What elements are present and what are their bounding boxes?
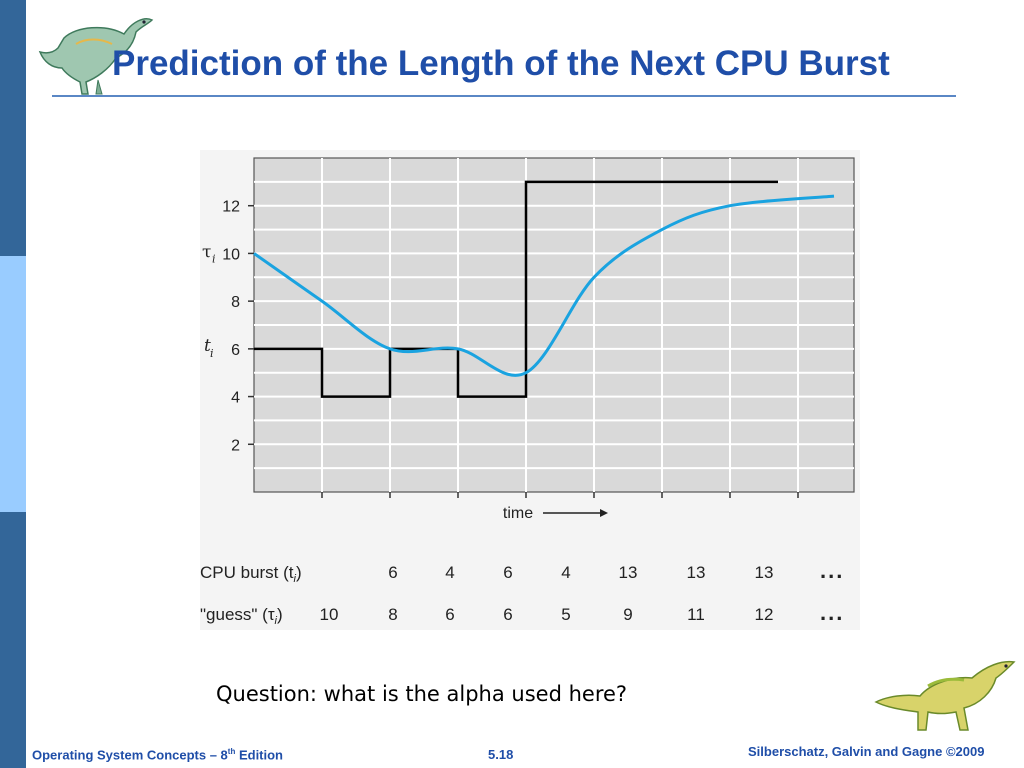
table-cell-burst: 13 [755,563,774,582]
table-cell-guess: 12 [755,605,774,624]
sidebar-segment-middle [0,256,26,512]
slide-title: Prediction of the Length of the Next CPU… [112,44,890,83]
y-tick-label: 8 [231,294,240,311]
table-cell-guess: 8 [388,605,397,624]
series-guess-curve [253,194,835,377]
sidebar-bar [0,0,26,768]
slide-footer: Operating System Concepts – 8th Edition … [0,744,1024,768]
y-tick-label: 2 [231,437,240,454]
y-axis-label-burst-sub: i [210,347,214,360]
y-tick-label: 12 [222,199,240,216]
dinosaur-logo-bottom [874,660,1016,731]
table-cell-burst: 6 [388,563,397,582]
y-axis-label-guess: τ [202,242,211,262]
footer-page-number: 5.18 [488,747,514,762]
y-axis-label-guess-sub: i [212,252,216,265]
table-ellipsis: ... [820,600,844,625]
table-cell-burst: 4 [561,563,570,582]
footer-copyright: Silberschatz, Galvin and Gagne ©2009 [748,744,985,759]
x-axis-arrow-head [600,509,608,517]
table-cell-guess: 6 [503,605,512,624]
x-axis-label: time [503,505,533,522]
table-row-label-guess: "guess" (τi) [200,605,283,627]
table-cell-guess: 5 [561,605,570,624]
sidebar-segment-top [0,0,26,256]
question-text: Question: what is the alpha used here? [216,682,628,706]
table-cell-guess: 6 [445,605,454,624]
table-cell-burst: 6 [503,563,512,582]
sidebar-segment-bottom [0,512,26,768]
series-cpu-burst-line [254,180,778,398]
dinosaur-logo-top [38,18,154,95]
table-cell-burst: 13 [619,563,638,582]
footer-book-title: Operating System Concepts – 8th Edition [32,747,284,763]
table-cell-burst: 13 [687,563,706,582]
table-cell-guess: 9 [623,605,632,624]
table-cell-guess: 11 [687,605,705,624]
title-underline [52,95,956,97]
table-cell-guess: 10 [320,605,339,624]
table-ellipsis: ... [820,558,844,583]
table-cell-burst: 4 [445,563,454,582]
y-tick-label: 6 [231,342,240,359]
table-row-label-burst: CPU burst (ti) [200,563,302,585]
y-tick-label: 4 [231,390,240,407]
y-tick-label: 10 [222,246,240,263]
y-axis-label-burst: t [204,336,211,356]
burst-prediction-chart: 2 4 6 8 10 12 τ i t i time CPU burst (ti) "guess" (τ… [196,150,860,630]
